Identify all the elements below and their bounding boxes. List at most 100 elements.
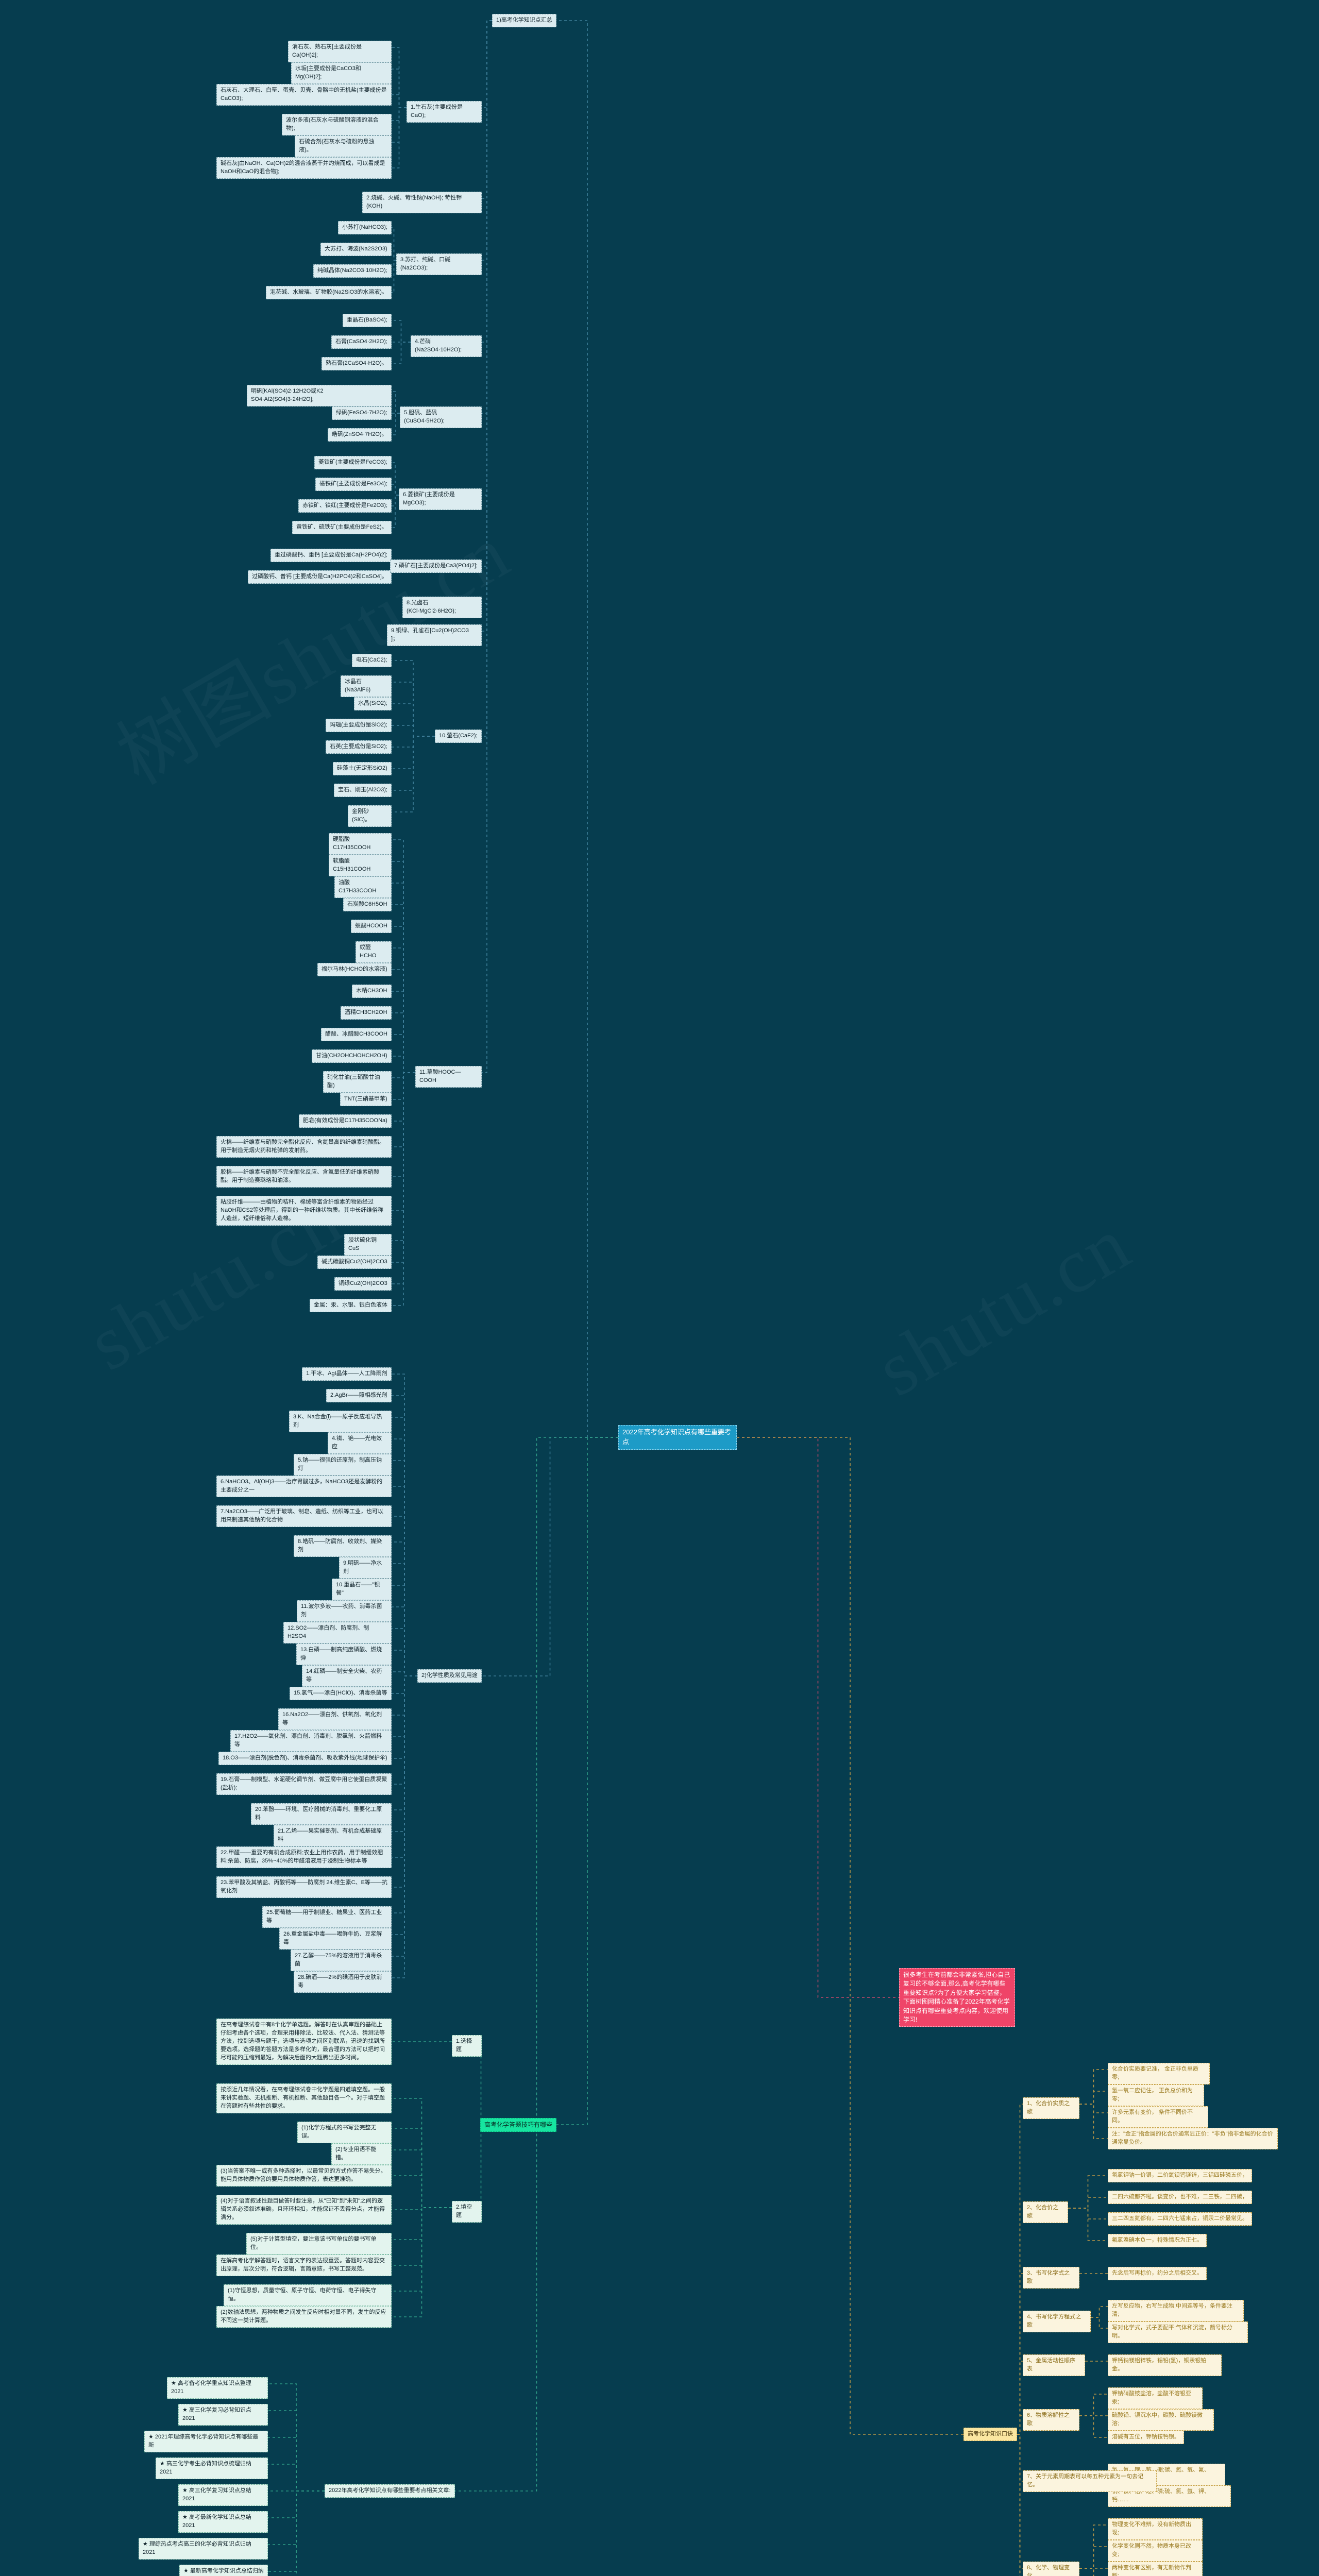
leaf-node[interactable]: 电石(CaC2); [352,654,392,667]
related-article-item[interactable]: ★ 最新高考化学知识点总结归纳 [179,2565,268,2576]
leaf-node[interactable]: 氢一氧二应记住， 正负总价和为零; [1108,2084,1204,2106]
leaf-node[interactable]: 27.乙醇——75%的溶液用于消毒杀菌 [291,1950,392,1971]
leaf-node[interactable]: 甘油(CH2OHCHOHCH2OH) [312,1049,392,1063]
leaf-node[interactable]: 波尔多液(石灰水与硫酸铜溶液的混合物); [282,114,392,135]
leaf-node[interactable]: 石英(主要成份是SiO2); [326,740,392,754]
leaf-node[interactable]: 在高考理综试卷中有8个化学单选题。解答时在认真审题的基础上仔细考虑各个选项，合理… [216,2019,392,2065]
group-node[interactable]: 1.生石灰(主要成份是CaO); [407,101,482,123]
leaf-node[interactable]: 物理变化不难辨，没有新物质出现; [1108,2518,1203,2540]
leaf-node[interactable]: 氟氯溴碘本负一，特殊情况为正七。 [1108,2234,1207,2247]
leaf-node[interactable]: 6.NaHCO3、Al(OH)3——治疗胃酸过多，NaHCO3还是发酵粉的主要成… [216,1476,392,1497]
leaf-node[interactable]: 水晶(SiO2); [354,697,392,710]
leaf-node[interactable]: 硬脂酸C17H35COOH [329,833,392,855]
leaf-node[interactable]: 4.铷、铯——光电效应 [328,1432,392,1454]
topic-chemistry-summary[interactable]: 1)高考化学知识点汇总 [492,14,556,27]
leaf-node[interactable]: 金刚砂(SiC)。 [348,805,392,827]
leaf-node[interactable]: 小苏打(NaHCO3); [338,221,392,234]
leaf-node[interactable]: 28.碘酒——2%的碘酒用于皮肤消毒 [294,1971,392,1993]
related-article-item[interactable]: ★ 高三化学考生必背知识点梳理归纳2021 [156,2458,268,2479]
group-node[interactable]: 7、关于元素周期表可以每五种元素为一句去记忆。 [1023,2470,1157,2492]
leaf-node[interactable]: 注："金正"指金属的化合价通常显正价："非负"指非金属的化合价通常显负价。 [1108,2128,1278,2149]
leaf-node[interactable]: 15.氯气——漂白(HClO)、消毒杀菌等 [290,1687,392,1700]
leaf-node[interactable]: 二四六硫都齐啦。谈变价，也不难，二三铁，二四碳， [1108,2191,1252,2204]
topic-chemistry-mnemonics[interactable]: 高考化学知识口诀 [963,2428,1017,2441]
leaf-node[interactable]: 化学变化则不然，物质本身已改变; [1108,2540,1203,2562]
leaf-node[interactable]: 21.乙烯——果实催熟剂、有机合成基础原料 [274,1825,392,1846]
leaf-node[interactable]: 冰晶石(Na3AlF6) [341,675,392,697]
leaf-node[interactable]: 石灰石、大理石、白垩、蛋壳、贝壳、骨骼中的无机盐(主要成份是CaCO3); [216,84,392,106]
leaf-node[interactable]: 23.苯甲酸及其钠盐、丙酸钙等——防腐剂 24.维生素C、E等——抗氧化剂 [216,1876,392,1898]
group-node[interactable]: 5.胆矾、蓝矾(CuSO4·5H2O); [400,406,482,428]
group-node[interactable]: 8、化学、物理变化 [1023,2562,1079,2576]
leaf-node[interactable]: 10.重晶石——"钡餐" [332,1579,392,1600]
topic-uses-header[interactable]: 2)化学性质及常见用途 [417,1669,482,1683]
leaf-node[interactable]: 纯碱晶体(Na2CO3·10H2O); [313,264,392,278]
leaf-node[interactable]: 消石灰、熟石灰[主要成份是Ca(OH)2]; [288,41,392,62]
leaf-node[interactable]: 泡花碱、水玻璃、矿物胶(Na2SiO3的水溶液)。 [266,286,392,299]
leaf-node[interactable]: 胶棉——纤维素与硝酸不完全酯化反应、含氮量低的纤维素硝酸酯。用于制造赛璐珞和油漆… [216,1166,392,1188]
leaf-node[interactable]: 写对化学式，式子要配平;气体和沉淀，箭号标分明。 [1108,2321,1248,2343]
leaf-node[interactable]: 溶碱有五位，钾钠铵钙钡。 [1108,2431,1184,2444]
leaf-node[interactable]: 钾钠硝酸铵盐溶，盐酸不溶银亚汞; [1108,2387,1203,2409]
leaf-node[interactable]: 熟石膏(2CaSO4·H2O)。 [322,357,392,370]
leaf-node[interactable]: 22.甲醛——重要的有机合成原料;农业上用作农药，用于制缓效肥料;杀菌、防腐，3… [216,1846,392,1868]
leaf-node[interactable]: 左写反应物，右写生成物;中间连等号，条件要注清; [1108,2300,1244,2321]
leaf-node[interactable]: 先念后写再标价，约分之后相交叉。 [1108,2267,1207,2280]
leaf-node[interactable]: 14.红磷——制安全火柴、农药等 [302,1665,392,1687]
leaf-node[interactable]: 大苏打、海波(Na2S2O3) [320,243,392,256]
leaf-node[interactable]: 木精CH3OH [352,985,392,998]
leaf-node[interactable]: 赤铁矿、铁红(主要成份是Fe2O3); [298,499,392,513]
leaf-node[interactable]: 3.K、Na合金(l)——原子反应堆导热剂 [289,1411,392,1432]
leaf-node[interactable]: 钾钙钠镁铝锌铁，锡铅(氢)，铜汞银铂金。 [1108,2354,1222,2376]
group-node[interactable]: 2.填空题 [452,2201,482,2223]
group-node[interactable]: 10.萤石(CaF2); [435,730,482,743]
intro-note[interactable]: 很多考生在考前都会非常紧张,担心自己复习的不够全面,那么,高考化学有哪些重要知识… [899,1968,1015,2027]
related-articles-header[interactable]: 2022年高考化学知识点有哪些重要考点相关文章: [325,2484,455,2498]
related-article-item[interactable]: ★ 2021年理综高考化学必背知识点有哪些最新 [144,2431,268,2452]
leaf-node[interactable]: 玛瑙(主要成份是SiO2); [326,719,392,732]
leaf-node[interactable]: 按照近几年情况看，在高考理综试卷中化学题是四道填空题。一般来讲实验题、无机推断、… [216,2083,392,2113]
leaf-node[interactable]: 17.H2O2——氧化剂、漂白剂、消毒剂、脱氯剂、火箭燃料等 [230,1730,392,1752]
leaf-node[interactable]: 皓矾(ZnSO4·7H2O)。 [328,428,392,442]
group-node[interactable]: 6、物质溶解性之歌 [1023,2409,1079,2431]
group-node[interactable]: 7.磷矿石[主要成份是Ca3(PO4)2]; [390,560,482,573]
leaf-node[interactable]: 铜绿Cu2(OH)2CO3 [334,1277,392,1291]
leaf-node[interactable]: 明矾[KAl(SO4)2·12H2O或K2 SO4·Al2(SO4)3·24H2… [247,385,392,406]
leaf-node[interactable]: 水垢[主要成份是CaCO3和Mg(OH)2]; [291,62,392,84]
leaf-node[interactable]: 两种变化有区别，有无新物作判断; [1108,2562,1203,2576]
leaf-node[interactable]: 重晶石(BaSO4); [343,314,392,327]
leaf-node[interactable]: 20.苯酚——环境、医疗器械的消毒剂、重要化工原料 [251,1803,392,1825]
leaf-node[interactable]: 粘胶纤维———由植物的秸秆、棉绒等富含纤维素的物质经过NaOH和CS2等处理后，… [216,1196,392,1226]
leaf-node[interactable]: 11.波尔多液——农药、消毒杀菌剂 [297,1600,392,1622]
leaf-node[interactable]: (1)守恒思想，质量守恒、原子守恒、电荷守恒、电子得失守恒。 [224,2284,392,2306]
leaf-node[interactable]: 三二四五氮都有，二四六七锰来占，铜汞二价最常见。 [1108,2212,1252,2226]
group-node[interactable]: 1.选择题 [452,2035,482,2057]
related-article-item[interactable]: ★ 高三化学复习知识点总结2021 [178,2484,268,2506]
leaf-node[interactable]: (2)专业用语不能错。 [331,2143,392,2165]
related-article-item[interactable]: ★ 高考最新化学知识点总结2021 [178,2511,268,2533]
related-article-item[interactable]: ★ 高三化学复习必背知识点2021 [178,2404,268,2426]
leaf-node[interactable]: (2)数轴法思想，两种物质之间发生反应时相对量不同，发生的反应不同这一类计算题。 [216,2306,392,2328]
related-article-item[interactable]: ★ 高考备考化学重点知识点整理2021 [167,2377,268,2399]
leaf-node[interactable]: 19.石膏——制模型、水泥硬化调节剂、做豆腐中用它使蛋白质凝聚(盐析); [216,1773,392,1795]
group-node[interactable]: 3、书写化学式之歌 [1023,2267,1079,2289]
group-node[interactable]: 2.烧碱、火碱、苛性钠(NaOH); 苛性钾(KOH) [362,192,482,213]
leaf-node[interactable]: (1)化学方程式的书写要完整无误。 [297,2122,392,2143]
leaf-node[interactable]: 硝化甘油(三硝酸甘油酯) [323,1071,392,1093]
leaf-node[interactable]: 蚁醛HCHO [356,941,392,963]
leaf-node[interactable]: 醋酸、冰醋酸CH3COOH [321,1028,392,1041]
leaf-node[interactable]: 黄铁矿、硫铁矿(主要成份是FeS2)。 [292,521,392,534]
group-node[interactable]: 2、化合价之歌 [1023,2201,1068,2223]
leaf-node[interactable]: 化合价实质要记准， 金正非负单质零; [1108,2063,1210,2084]
leaf-node[interactable]: 蚁酸HCOOH [351,920,392,933]
leaf-node[interactable]: 碱石灰[由NaOH、Ca(OH)2的混合液蒸干并灼烧而成，可以看成是NaOH和C… [216,157,392,179]
leaf-node[interactable]: 硅藻土(无定形SiO2) [333,762,392,775]
leaf-node[interactable]: 12.SO2——漂白剂、防腐剂、制H2SO4 [283,1622,392,1643]
leaf-node[interactable]: (4)对于语言叙述性题目做答时要注意，从"已知"到"未知"之间的逻辑关系必须叙述… [216,2195,392,2225]
group-node[interactable]: 9.铜绿、孔雀石[Cu2(OH)2CO3 ]； [387,624,482,646]
leaf-node[interactable]: 石硫合剂(石灰水与硫粉的悬浊液)。 [295,135,392,157]
leaf-node[interactable]: (5)对于计算型填空，要注意该书写单位的要书写单位。 [246,2233,392,2255]
group-node[interactable]: 4、书写化学方程式之歌 [1023,2311,1091,2332]
leaf-node[interactable]: 宝石、刚玉(Al2O3); [334,784,392,797]
leaf-node[interactable]: 胶状硫化铜CuS [344,1234,392,1256]
